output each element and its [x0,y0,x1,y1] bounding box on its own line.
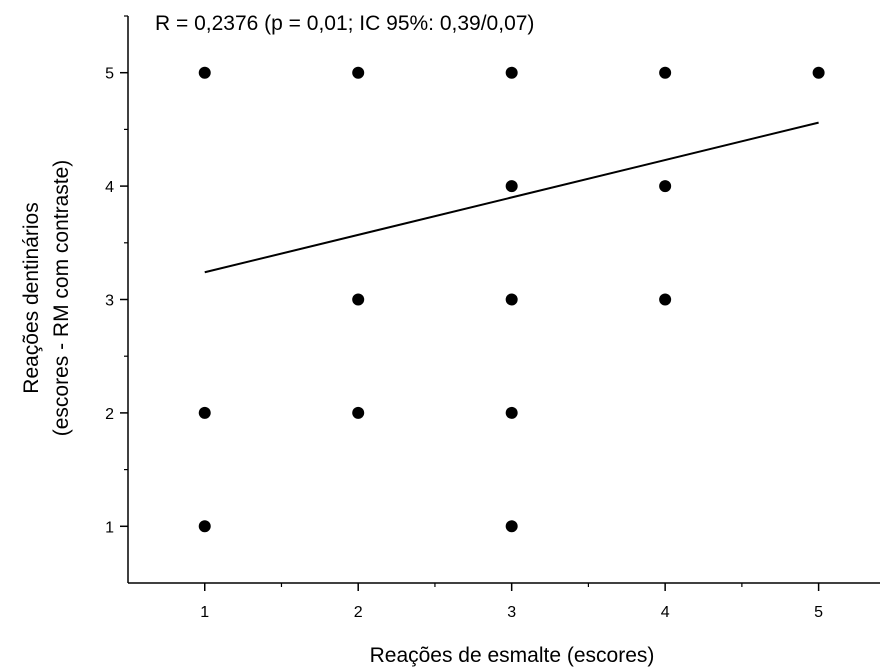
y-tick-label: 3 [105,293,114,310]
correlation-annotation: R = 0,2376 (p = 0,01; IC 95%: 0,39/0,07) [155,12,534,35]
x-ticks: 1 2 3 4 5 [200,583,823,621]
y-axis-title-line2: (escores - RM com contraste) [50,160,73,437]
x-tick-label: 2 [354,604,363,621]
data-point [505,180,518,193]
y-tick-label: 1 [105,519,114,536]
data-point [198,520,211,533]
data-point [659,293,672,306]
data-point [352,293,365,306]
y-tick-label: 5 [105,66,114,83]
y-tick-label: 4 [105,179,114,196]
data-point [812,66,825,79]
data-point [659,180,672,193]
data-point [352,406,365,419]
y-ticks: 1 2 3 4 5 [105,15,128,536]
x-tick-label: 1 [200,604,209,621]
data-point [659,66,672,79]
plot-area [198,66,825,533]
data-point [198,406,211,419]
data-point [198,66,211,79]
regression-line [204,121,819,274]
x-tick-label: 3 [507,604,516,621]
data-point [505,293,518,306]
y-tick-label: 2 [105,406,114,423]
x-axis-title: Reações de esmalte (escores) [370,644,655,667]
data-point [505,66,518,79]
data-point [505,520,518,533]
x-tick-label: 4 [661,604,670,621]
y-axis-title-line1: Reações dentinários [20,202,43,393]
axes [127,16,880,584]
data-point [352,66,365,79]
x-tick-label: 5 [814,604,823,621]
data-point [505,406,518,419]
